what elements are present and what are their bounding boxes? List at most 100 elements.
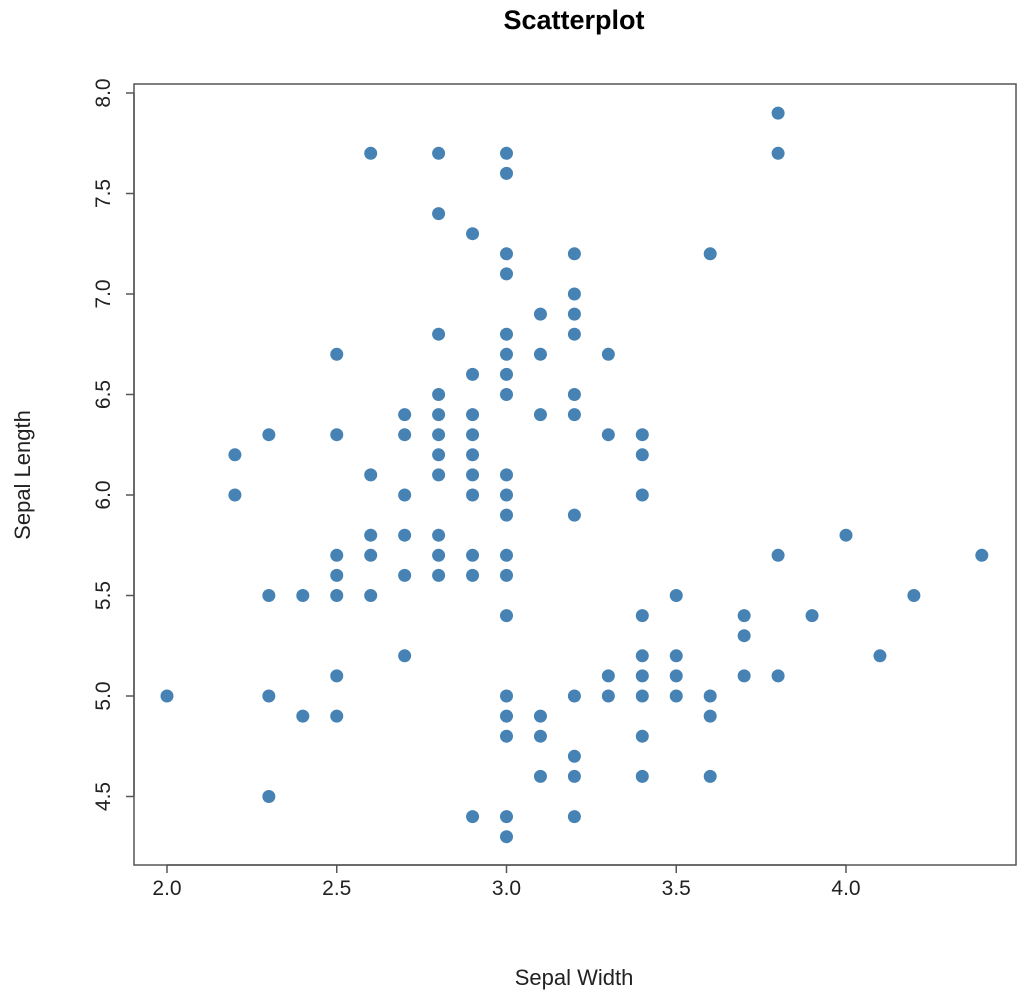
data-point: [567, 327, 581, 341]
x-tick-label: 2.5: [322, 877, 351, 900]
data-point: [500, 810, 513, 824]
data-point: [466, 568, 480, 582]
data-point: [330, 347, 344, 361]
data-point: [533, 769, 547, 783]
data-point: [500, 388, 513, 401]
data-point: [567, 247, 581, 261]
data-point: [330, 669, 344, 683]
data-point: [160, 689, 174, 703]
y-tick-label: 7.5: [92, 179, 115, 208]
y-axis-label: Sepal Length: [10, 410, 35, 540]
data-point: [466, 428, 480, 442]
data-point: [296, 709, 310, 723]
data-point: [669, 689, 683, 703]
data-point: [771, 669, 785, 683]
data-point: [432, 548, 446, 562]
data-point: [567, 287, 581, 301]
data-point: [398, 408, 412, 422]
data-point: [805, 609, 819, 623]
data-point: [432, 528, 446, 542]
x-tick-label: 4.0: [831, 877, 860, 900]
data-point: [432, 146, 446, 160]
data-point: [466, 468, 480, 482]
data-point: [398, 428, 412, 442]
y-axis: 4.5 5.0 5.5 6.0 6.5 7.0 7.5 8.0: [92, 78, 135, 811]
data-point: [432, 468, 446, 482]
data-point: [635, 448, 649, 462]
data-point: [533, 408, 547, 422]
x-tick-label: 3.0: [492, 877, 521, 900]
data-point: [364, 548, 378, 562]
data-point: [364, 146, 378, 160]
data-point: [703, 247, 717, 261]
data-point: [635, 609, 649, 623]
data-point: [635, 488, 649, 502]
data-point: [567, 307, 581, 321]
data-point: [500, 709, 513, 723]
data-point: [567, 388, 581, 401]
y-tick-label: 4.5: [92, 782, 115, 811]
data-point: [669, 589, 683, 602]
y-tick-label: 5.5: [92, 581, 115, 610]
data-point: [567, 408, 581, 422]
data-point: [567, 810, 581, 824]
data-point: [466, 367, 480, 381]
data-point: [500, 347, 513, 361]
data-point: [296, 589, 310, 602]
x-axis: 2.0 2.5 3.0 3.5 4.0: [152, 864, 861, 900]
data-point: [500, 568, 513, 582]
data-point: [975, 548, 989, 562]
data-point: [432, 207, 446, 221]
data-point: [398, 568, 412, 582]
y-tick-label: 5.0: [92, 681, 115, 710]
data-point: [500, 548, 513, 562]
data-point: [601, 347, 615, 361]
data-point: [567, 749, 581, 763]
data-point: [398, 488, 412, 502]
data-point: [703, 709, 717, 723]
data-point: [635, 729, 649, 743]
data-point: [567, 508, 581, 522]
data-point: [466, 548, 480, 562]
data-point: [330, 568, 344, 582]
data-point: [635, 689, 649, 703]
data-point: [364, 589, 378, 602]
data-point: [364, 468, 378, 482]
data-point: [262, 589, 276, 602]
data-point: [228, 488, 242, 502]
data-point: [873, 649, 887, 663]
data-points: [160, 106, 989, 844]
data-point: [500, 488, 513, 502]
data-point: [500, 830, 513, 844]
data-point: [533, 729, 547, 743]
data-point: [737, 629, 751, 643]
data-point: [500, 247, 513, 261]
y-tick-label: 6.0: [92, 480, 115, 509]
data-point: [500, 367, 513, 381]
data-point: [771, 146, 785, 160]
data-point: [500, 729, 513, 743]
data-point: [500, 689, 513, 703]
data-point: [703, 689, 717, 703]
y-tick-label: 6.5: [92, 380, 115, 409]
data-point: [533, 347, 547, 361]
data-point: [262, 689, 276, 703]
data-point: [500, 146, 513, 160]
data-point: [601, 669, 615, 683]
data-point: [330, 709, 344, 723]
data-point: [262, 428, 276, 442]
data-point: [771, 106, 785, 120]
data-point: [500, 609, 513, 623]
data-point: [500, 267, 513, 281]
data-point: [669, 649, 683, 663]
data-point: [500, 166, 513, 180]
data-point: [635, 649, 649, 663]
data-point: [432, 408, 446, 422]
data-point: [567, 689, 581, 703]
x-axis-label: Sepal Width: [515, 965, 634, 990]
data-point: [500, 468, 513, 482]
data-point: [228, 448, 242, 462]
data-point: [432, 388, 446, 401]
data-point: [398, 528, 412, 542]
data-point: [432, 568, 446, 582]
